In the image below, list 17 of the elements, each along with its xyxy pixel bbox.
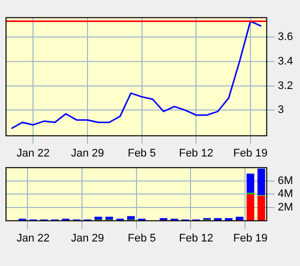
y-tick-label: 6M [278,174,293,187]
x-tick-label: Feb 5 [128,232,156,244]
y-tick-label: 3 [278,104,284,116]
y-tick-label: 3.2 [278,80,294,92]
x-tick-label: Feb 5 [128,147,156,160]
x-tick-label: Feb 12 [178,147,214,160]
x-tick-label: Feb 12 [178,232,214,244]
x-tick-label: Feb 19 [233,147,268,160]
y-tick-label: 3.4 [278,56,294,68]
y-tick-label: 4M [278,188,293,200]
x-tick-label: Jan 29 [70,147,104,160]
y-tick-label: 2M [278,202,293,214]
x-tick-label: Jan 22 [16,232,50,244]
y-tick-label: 3.6 [278,31,294,44]
x-tick-label: Jan 22 [16,147,50,160]
x-tick-label: Feb 19 [233,232,268,244]
x-tick-label: Jan 29 [70,232,104,244]
